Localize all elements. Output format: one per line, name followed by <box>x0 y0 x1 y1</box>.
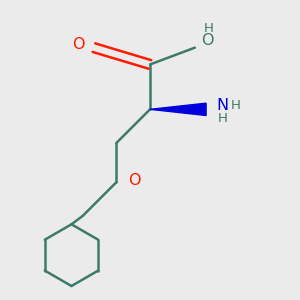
Text: O: O <box>201 33 214 48</box>
Text: H: H <box>203 22 213 35</box>
Text: N: N <box>217 98 229 112</box>
Text: O: O <box>72 37 85 52</box>
Text: H: H <box>218 112 228 125</box>
Polygon shape <box>150 103 206 116</box>
Text: H: H <box>231 99 241 112</box>
Text: O: O <box>128 173 141 188</box>
